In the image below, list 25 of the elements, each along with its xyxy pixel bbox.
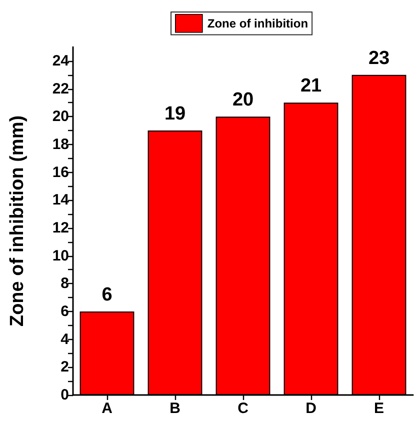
y-tick-label: 14	[52, 192, 70, 209]
y-tick-label: 20	[52, 108, 69, 126]
data-label: 20	[232, 90, 254, 111]
x-tick-label: A	[102, 400, 113, 417]
data-label: 19	[164, 104, 186, 125]
y-tick-label: 8	[60, 275, 69, 292]
legend-label: Zone of inhibition	[207, 16, 308, 30]
y-tick-label: 6	[60, 302, 69, 320]
y-axis-title: Zone of inhibition (mm)	[7, 115, 28, 327]
y-tick-label: 18	[52, 136, 69, 153]
y-tick-label: 10	[52, 247, 69, 264]
y-tick-label: 2	[60, 358, 69, 376]
x-tick-label: E	[374, 400, 384, 417]
x-tick-label: B	[170, 400, 181, 417]
data-label: 21	[300, 76, 322, 97]
y-tick-label: 12	[52, 219, 69, 236]
data-label: 23	[368, 48, 390, 69]
y-tick-label: 22	[52, 80, 69, 98]
y-tick-label: 16	[52, 164, 69, 181]
y-tick-label: 0	[60, 386, 69, 404]
x-tick-label: D	[306, 400, 317, 417]
data-label: 6	[102, 284, 112, 306]
x-tick-label: C	[238, 400, 249, 417]
y-tick-label: 4	[60, 330, 70, 348]
y-tick-label: 24	[52, 52, 70, 70]
